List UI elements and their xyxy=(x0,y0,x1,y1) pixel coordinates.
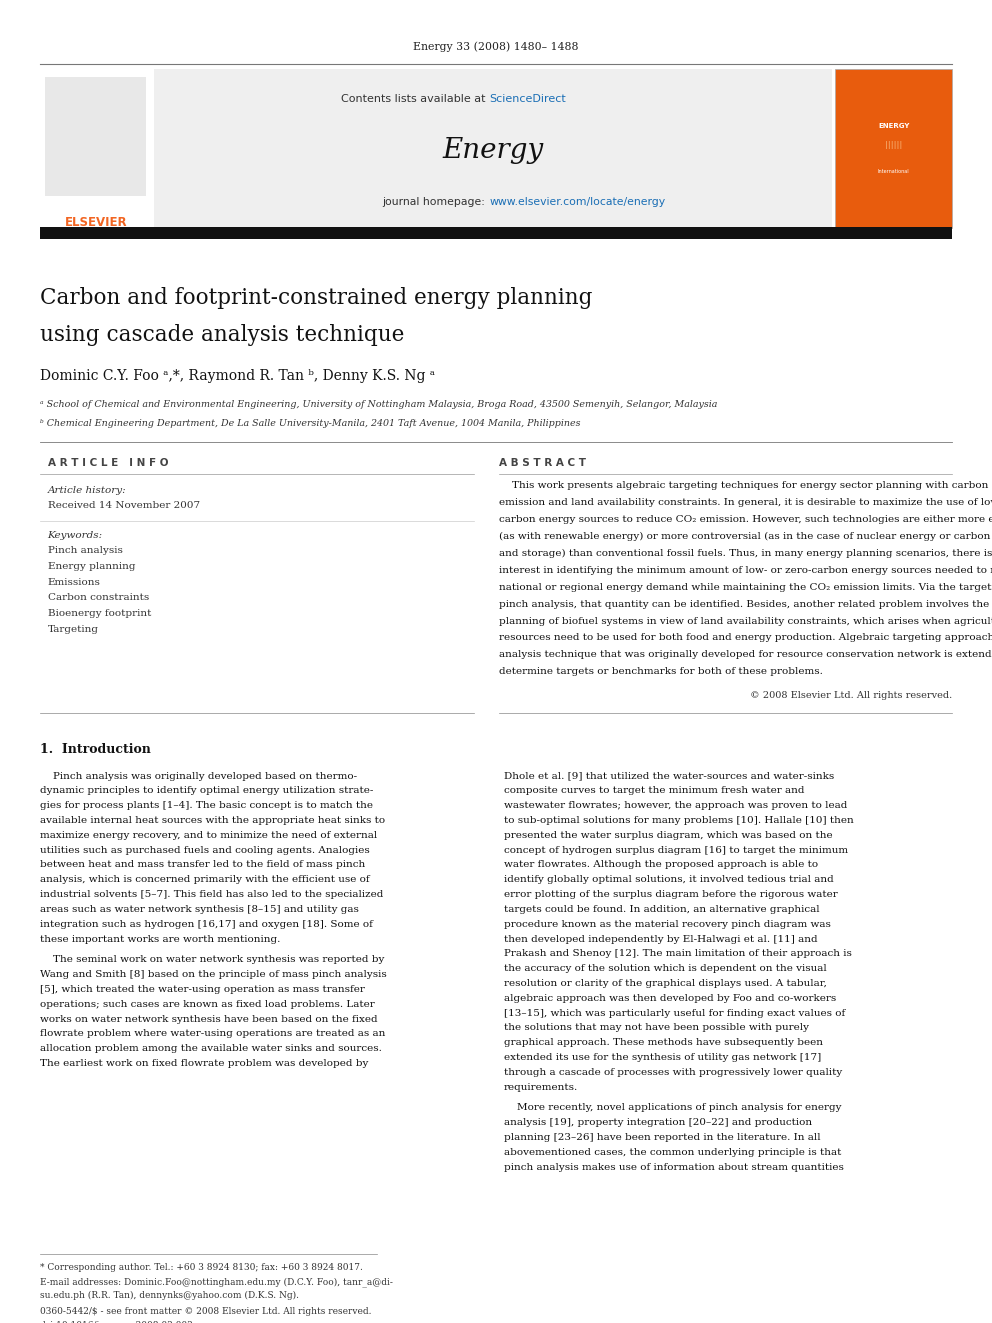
Text: Carbon and footprint-constrained energy planning: Carbon and footprint-constrained energy … xyxy=(40,287,592,308)
Text: * Corresponding author. Tel.: +60 3 8924 8130; fax: +60 3 8924 8017.: * Corresponding author. Tel.: +60 3 8924… xyxy=(40,1263,362,1271)
Text: planning [23–26] have been reported in the literature. In all: planning [23–26] have been reported in t… xyxy=(504,1132,820,1142)
Text: 1.  Introduction: 1. Introduction xyxy=(40,744,151,757)
Text: concept of hydrogen surplus diagram [16] to target the minimum: concept of hydrogen surplus diagram [16]… xyxy=(504,845,848,855)
Text: abovementioned cases, the common underlying principle is that: abovementioned cases, the common underly… xyxy=(504,1148,841,1156)
Text: the accuracy of the solution which is dependent on the visual: the accuracy of the solution which is de… xyxy=(504,964,826,974)
Text: [13–15], which was particularly useful for finding exact values of: [13–15], which was particularly useful f… xyxy=(504,1008,845,1017)
Text: ENERGY: ENERGY xyxy=(878,123,910,128)
Text: Received 14 November 2007: Received 14 November 2007 xyxy=(48,501,199,509)
Text: using cascade analysis technique: using cascade analysis technique xyxy=(40,324,404,345)
Text: Targeting: Targeting xyxy=(48,626,98,634)
Text: doi:10.1016/j.energy.2008.03.003: doi:10.1016/j.energy.2008.03.003 xyxy=(40,1322,193,1323)
Text: Energy 33 (2008) 1480– 1488: Energy 33 (2008) 1480– 1488 xyxy=(414,41,578,52)
Text: resolution or clarity of the graphical displays used. A tabular,: resolution or clarity of the graphical d… xyxy=(504,979,826,988)
Text: dynamic principles to identify optimal energy utilization strate-: dynamic principles to identify optimal e… xyxy=(40,786,373,795)
Text: ScienceDirect: ScienceDirect xyxy=(489,94,565,105)
Text: between heat and mass transfer led to the field of mass pinch: between heat and mass transfer led to th… xyxy=(40,860,365,869)
Text: Contents lists available at: Contents lists available at xyxy=(341,94,489,105)
Text: A R T I C L E   I N F O: A R T I C L E I N F O xyxy=(48,458,168,468)
Text: integration such as hydrogen [16,17] and oxygen [18]. Some of: integration such as hydrogen [16,17] and… xyxy=(40,919,373,929)
Text: Article history:: Article history: xyxy=(48,487,126,495)
Text: utilities such as purchased fuels and cooling agents. Analogies: utilities such as purchased fuels and co… xyxy=(40,845,369,855)
Bar xyxy=(835,69,952,228)
Text: requirements.: requirements. xyxy=(504,1082,578,1091)
Text: interest in identifying the minimum amount of low- or zero-carbon energy sources: interest in identifying the minimum amou… xyxy=(499,566,992,574)
Text: available internal heat sources with the appropriate heat sinks to: available internal heat sources with the… xyxy=(40,816,385,826)
Text: the solutions that may not have been possible with purely: the solutions that may not have been pos… xyxy=(504,1024,808,1032)
Text: More recently, novel applications of pinch analysis for energy: More recently, novel applications of pin… xyxy=(504,1103,841,1113)
Text: error plotting of the surplus diagram before the rigorous water: error plotting of the surplus diagram be… xyxy=(504,890,837,900)
Text: emission and land availability constraints. In general, it is desirable to maxim: emission and land availability constrain… xyxy=(499,497,992,507)
Text: flowrate problem where water-using operations are treated as an: flowrate problem where water-using opera… xyxy=(40,1029,385,1039)
Text: Energy planning: Energy planning xyxy=(48,562,135,570)
Text: [5], which treated the water-using operation as mass transfer: [5], which treated the water-using opera… xyxy=(40,984,364,994)
Text: pinch analysis makes use of information about stream quantities: pinch analysis makes use of information … xyxy=(504,1163,844,1172)
Text: Prakash and Shenoy [12]. The main limitation of their approach is: Prakash and Shenoy [12]. The main limita… xyxy=(504,950,852,958)
Text: Wang and Smith [8] based on the principle of mass pinch analysis: Wang and Smith [8] based on the principl… xyxy=(40,970,387,979)
Text: procedure known as the material recovery pinch diagram was: procedure known as the material recovery… xyxy=(504,919,831,929)
Text: analysis [19], property integration [20–22] and production: analysis [19], property integration [20–… xyxy=(504,1118,812,1127)
Text: carbon energy sources to reduce CO₂ emission. However, such technologies are eit: carbon energy sources to reduce CO₂ emis… xyxy=(499,515,992,524)
Text: presented the water surplus diagram, which was based on the: presented the water surplus diagram, whi… xyxy=(504,831,832,840)
Text: water flowrates. Although the proposed approach is able to: water flowrates. Although the proposed a… xyxy=(504,860,818,869)
Bar xyxy=(40,228,952,239)
Text: Dominic C.Y. Foo ᵃ,*, Raymond R. Tan ᵇ, Denny K.S. Ng ᵃ: Dominic C.Y. Foo ᵃ,*, Raymond R. Tan ᵇ, … xyxy=(40,369,434,382)
Text: industrial solvents [5–7]. This field has also led to the specialized: industrial solvents [5–7]. This field ha… xyxy=(40,890,383,900)
Text: A B S T R A C T: A B S T R A C T xyxy=(499,458,586,468)
Text: gies for process plants [1–4]. The basic concept is to match the: gies for process plants [1–4]. The basic… xyxy=(40,802,373,810)
Text: analysis, which is concerned primarily with the efficient use of: analysis, which is concerned primarily w… xyxy=(40,876,369,884)
Text: planning of biofuel systems in view of land availability constraints, which aris: planning of biofuel systems in view of l… xyxy=(499,617,992,626)
Text: ELSEVIER: ELSEVIER xyxy=(64,216,128,229)
Text: Energy: Energy xyxy=(442,138,544,164)
Text: wastewater flowrates; however, the approach was proven to lead: wastewater flowrates; however, the appro… xyxy=(504,802,847,810)
Text: IIIIII: IIIIII xyxy=(885,140,903,151)
Text: and storage) than conventional fossil fuels. Thus, in many energy planning scena: and storage) than conventional fossil fu… xyxy=(499,549,992,558)
Text: targets could be found. In addition, an alternative graphical: targets could be found. In addition, an … xyxy=(504,905,819,914)
Text: Emissions: Emissions xyxy=(48,578,100,586)
Text: graphical approach. These methods have subsequently been: graphical approach. These methods have s… xyxy=(504,1039,823,1048)
Text: allocation problem among the available water sinks and sources.: allocation problem among the available w… xyxy=(40,1044,382,1053)
Text: 0360-5442/$ - see front matter © 2008 Elsevier Ltd. All rights reserved.: 0360-5442/$ - see front matter © 2008 El… xyxy=(40,1307,371,1315)
Text: identify globally optimal solutions, it involved tedious trial and: identify globally optimal solutions, it … xyxy=(504,876,833,884)
Text: (as with renewable energy) or more controversial (as in the case of nuclear ener: (as with renewable energy) or more contr… xyxy=(499,532,992,541)
Text: The earliest work on fixed flowrate problem was developed by: The earliest work on fixed flowrate prob… xyxy=(40,1058,368,1068)
Text: E-mail addresses: Dominic.Foo@nottingham.edu.my (D.C.Y. Foo), tanr_a@di-: E-mail addresses: Dominic.Foo@nottingham… xyxy=(40,1277,393,1287)
Bar xyxy=(45,77,146,196)
Text: Carbon constraints: Carbon constraints xyxy=(48,594,149,602)
Bar xyxy=(40,69,152,228)
Text: International: International xyxy=(878,169,910,175)
Text: areas such as water network synthesis [8–15] and utility gas: areas such as water network synthesis [8… xyxy=(40,905,358,914)
Text: national or regional energy demand while maintaining the CO₂ emission limits. Vi: national or regional energy demand while… xyxy=(499,582,992,591)
Text: then developed independently by El-Halwagi et al. [11] and: then developed independently by El-Halwa… xyxy=(504,934,817,943)
Text: www.elsevier.com/locate/energy: www.elsevier.com/locate/energy xyxy=(489,197,666,208)
Text: maximize energy recovery, and to minimize the need of external: maximize energy recovery, and to minimiz… xyxy=(40,831,377,840)
Text: algebraic approach was then developed by Foo and co-workers: algebraic approach was then developed by… xyxy=(504,994,836,1003)
Text: resources need to be used for both food and energy production. Algebraic targeti: resources need to be used for both food … xyxy=(499,634,992,643)
Text: through a cascade of processes with progressively lower quality: through a cascade of processes with prog… xyxy=(504,1068,842,1077)
Text: © 2008 Elsevier Ltd. All rights reserved.: © 2008 Elsevier Ltd. All rights reserved… xyxy=(750,691,952,700)
Text: Pinch analysis was originally developed based on thermo-: Pinch analysis was originally developed … xyxy=(40,771,357,781)
Text: works on water network synthesis have been based on the fixed: works on water network synthesis have be… xyxy=(40,1015,377,1024)
Text: these important works are worth mentioning.: these important works are worth mentioni… xyxy=(40,934,280,943)
Bar xyxy=(154,69,832,228)
Text: operations; such cases are known as fixed load problems. Later: operations; such cases are known as fixe… xyxy=(40,1000,374,1008)
Text: Bioenergy footprint: Bioenergy footprint xyxy=(48,610,151,618)
Text: su.edu.ph (R.R. Tan), dennynks@yahoo.com (D.K.S. Ng).: su.edu.ph (R.R. Tan), dennynks@yahoo.com… xyxy=(40,1291,299,1299)
Text: ᵃ School of Chemical and Environmental Engineering, University of Nottingham Mal: ᵃ School of Chemical and Environmental E… xyxy=(40,401,717,409)
Text: journal homepage:: journal homepage: xyxy=(383,197,489,208)
Text: to sub-optimal solutions for many problems [10]. Hallale [10] then: to sub-optimal solutions for many proble… xyxy=(504,816,854,826)
Text: determine targets or benchmarks for both of these problems.: determine targets or benchmarks for both… xyxy=(499,667,822,676)
Text: pinch analysis, that quantity can be identified. Besides, another related proble: pinch analysis, that quantity can be ide… xyxy=(499,599,992,609)
Text: This work presents algebraic targeting techniques for energy sector planning wit: This work presents algebraic targeting t… xyxy=(499,482,992,490)
Text: analysis technique that was originally developed for resource conservation netwo: analysis technique that was originally d… xyxy=(499,651,992,659)
Text: The seminal work on water network synthesis was reported by: The seminal work on water network synthe… xyxy=(40,955,384,964)
Text: extended its use for the synthesis of utility gas network [17]: extended its use for the synthesis of ut… xyxy=(504,1053,821,1062)
Text: Pinch analysis: Pinch analysis xyxy=(48,546,122,554)
Text: Keywords:: Keywords: xyxy=(48,532,103,540)
Text: composite curves to target the minimum fresh water and: composite curves to target the minimum f… xyxy=(504,786,805,795)
Text: Dhole et al. [9] that utilized the water-sources and water-sinks: Dhole et al. [9] that utilized the water… xyxy=(504,771,834,781)
Text: ᵇ Chemical Engineering Department, De La Salle University-Manila, 2401 Taft Aven: ᵇ Chemical Engineering Department, De La… xyxy=(40,419,580,427)
